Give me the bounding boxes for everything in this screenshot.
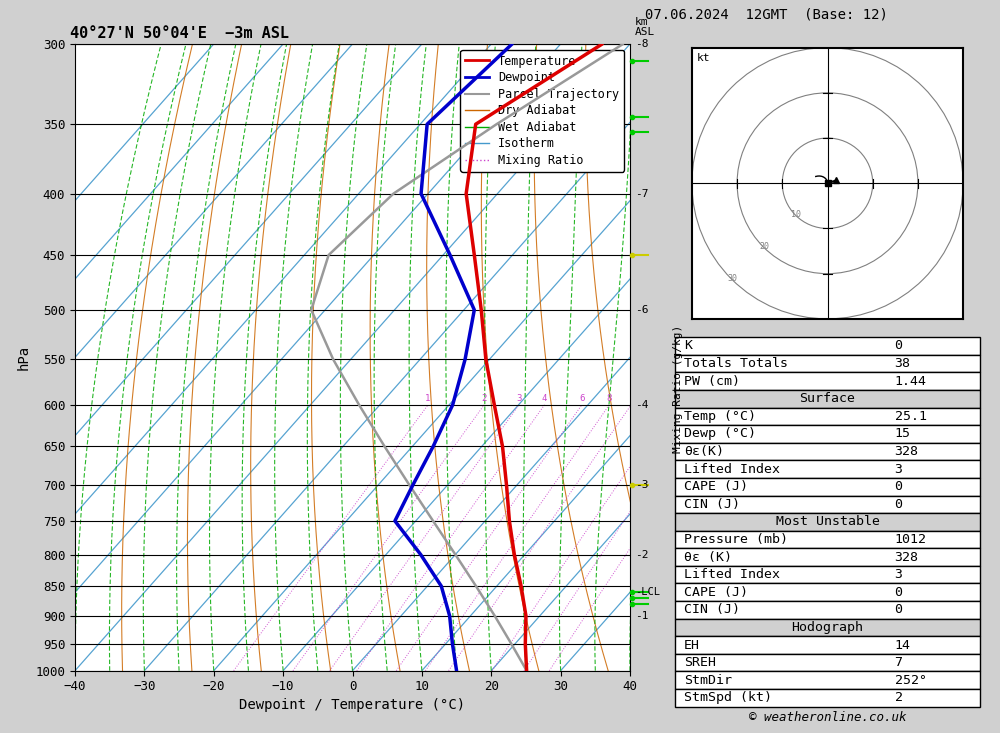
Text: Lifted Index: Lifted Index [684, 568, 780, 581]
Text: 4: 4 [542, 394, 547, 403]
Text: 25.1: 25.1 [895, 410, 927, 423]
Text: -6: -6 [635, 305, 648, 315]
Text: 20: 20 [759, 242, 769, 251]
Text: CAPE (J): CAPE (J) [684, 480, 748, 493]
Text: -7: -7 [635, 188, 648, 199]
Text: Mixing Ratio (g/kg): Mixing Ratio (g/kg) [673, 325, 683, 453]
Bar [675, 355, 980, 372]
Text: -1: -1 [635, 611, 648, 621]
Text: θε(K): θε(K) [684, 445, 724, 458]
Text: -3: -3 [635, 480, 648, 490]
Text: Most Unstable: Most Unstable [776, 515, 880, 528]
Text: 3: 3 [516, 394, 522, 403]
Text: CIN (J): CIN (J) [684, 603, 740, 616]
Text: 8: 8 [607, 394, 612, 403]
Bar [675, 478, 980, 496]
Text: Surface: Surface [800, 392, 856, 405]
Bar [675, 636, 980, 654]
Text: 252°: 252° [895, 674, 927, 687]
Text: 328: 328 [895, 445, 919, 458]
X-axis label: Dewpoint / Temperature (°C): Dewpoint / Temperature (°C) [239, 698, 466, 712]
Text: 328: 328 [895, 550, 919, 564]
Bar [675, 583, 980, 601]
Text: 3: 3 [895, 463, 903, 476]
Bar [675, 671, 980, 689]
Text: 15: 15 [895, 427, 911, 441]
Text: 0: 0 [895, 480, 903, 493]
Text: 2: 2 [482, 394, 487, 403]
Bar [675, 425, 980, 443]
Text: Lifted Index: Lifted Index [684, 463, 780, 476]
Text: -8: -8 [635, 39, 648, 49]
Bar [675, 443, 980, 460]
Text: 0: 0 [895, 339, 903, 353]
Y-axis label: hPa: hPa [17, 345, 31, 370]
Bar [675, 689, 980, 707]
Text: StmSpd (kt): StmSpd (kt) [684, 691, 772, 704]
Bar [675, 619, 980, 636]
Bar [675, 566, 980, 583]
Text: SREH: SREH [684, 656, 716, 669]
Text: θε (K): θε (K) [684, 550, 732, 564]
Text: 07.06.2024  12GMT  (Base: 12): 07.06.2024 12GMT (Base: 12) [645, 7, 888, 21]
Bar [675, 513, 980, 531]
Text: 14: 14 [895, 638, 911, 652]
Text: Pressure (mb): Pressure (mb) [684, 533, 788, 546]
Text: -LCL: -LCL [635, 587, 660, 597]
Text: 10: 10 [791, 210, 801, 219]
Text: 0: 0 [895, 586, 903, 599]
Text: Dewp (°C): Dewp (°C) [684, 427, 756, 441]
Text: km
ASL: km ASL [635, 17, 655, 37]
Text: CAPE (J): CAPE (J) [684, 586, 748, 599]
Text: 1.44: 1.44 [895, 375, 927, 388]
Text: 40°27'N 50°04'E  −3m ASL: 40°27'N 50°04'E −3m ASL [70, 26, 289, 40]
Text: -4: -4 [635, 399, 648, 410]
Text: 0: 0 [895, 603, 903, 616]
Bar [675, 372, 980, 390]
Text: © weatheronline.co.uk: © weatheronline.co.uk [749, 711, 906, 724]
Text: K: K [684, 339, 692, 353]
Text: 30: 30 [728, 273, 738, 283]
Bar [675, 496, 980, 513]
Bar [675, 601, 980, 619]
Text: kt: kt [696, 54, 710, 63]
Text: Totals Totals: Totals Totals [684, 357, 788, 370]
Text: 7: 7 [895, 656, 903, 669]
Text: 6: 6 [579, 394, 585, 403]
Text: StmDir: StmDir [684, 674, 732, 687]
Text: 3: 3 [895, 568, 903, 581]
Bar [675, 460, 980, 478]
Bar [675, 531, 980, 548]
Bar [675, 548, 980, 566]
Text: 1012: 1012 [895, 533, 927, 546]
Text: Hodograph: Hodograph [792, 621, 864, 634]
Bar [675, 654, 980, 671]
Text: 0: 0 [895, 498, 903, 511]
Text: 2: 2 [895, 691, 903, 704]
Bar [675, 337, 980, 355]
Text: EH: EH [684, 638, 700, 652]
Text: Temp (°C): Temp (°C) [684, 410, 756, 423]
Bar [675, 408, 980, 425]
Text: 38: 38 [895, 357, 911, 370]
Text: 1: 1 [425, 394, 431, 403]
Text: PW (cm): PW (cm) [684, 375, 740, 388]
Text: -2: -2 [635, 550, 648, 559]
Bar [675, 390, 980, 408]
Text: CIN (J): CIN (J) [684, 498, 740, 511]
Legend: Temperature, Dewpoint, Parcel Trajectory, Dry Adiabat, Wet Adiabat, Isotherm, Mi: Temperature, Dewpoint, Parcel Trajectory… [460, 50, 624, 172]
